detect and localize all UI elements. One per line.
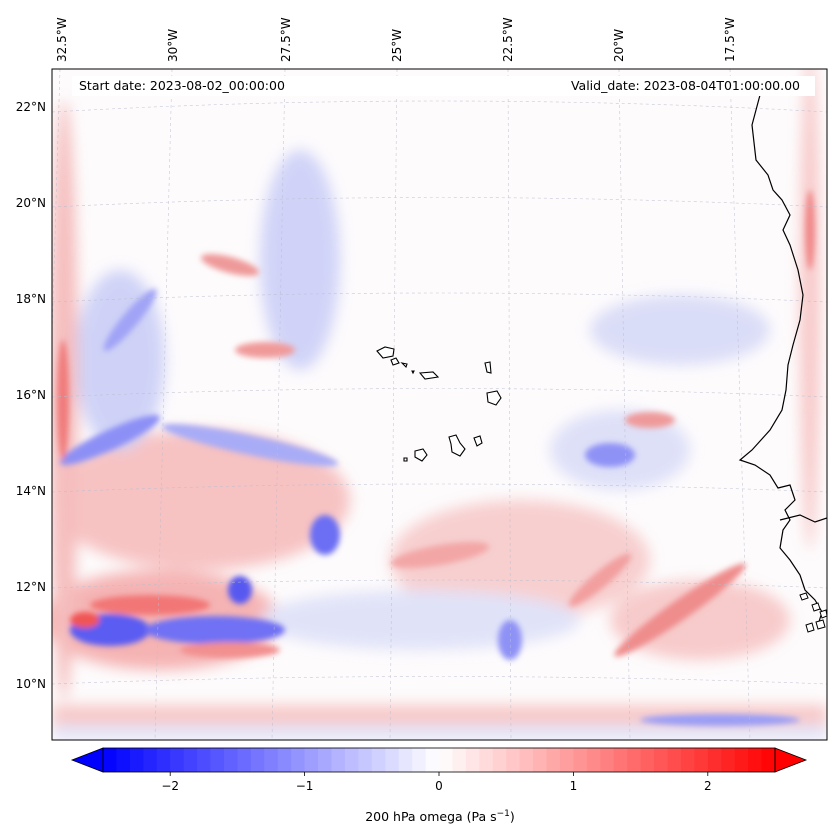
longitude-labels: 32.5°W 30°W 27.5°W 25°W 22.5°W 20°W 17.5… (55, 17, 737, 62)
colorbar-segment (734, 748, 749, 772)
colorbar-label: 200 hPa omega (Pa s−1) (365, 809, 515, 824)
lat-label: 20°N (16, 196, 46, 210)
colorbar-segment (129, 748, 144, 772)
colorbar-segment (371, 748, 386, 772)
lat-label: 18°N (16, 292, 46, 306)
colorbar-segment (707, 748, 722, 772)
colorbar-segment (277, 748, 292, 772)
colorbar-segment (694, 748, 709, 772)
colorbar-tick-label: −2 (161, 779, 179, 793)
colorbar-segment (627, 748, 642, 772)
colorbar-segment (398, 748, 413, 772)
lon-label: 30°W (166, 29, 180, 62)
colorbar-segment (318, 748, 332, 772)
colorbar-segment (385, 748, 400, 772)
colorbar-segment (761, 748, 776, 772)
colorbar-segment (304, 748, 319, 772)
colorbar-segment (667, 748, 682, 772)
lat-label: 14°N (16, 484, 46, 498)
colorbar-segment (600, 748, 615, 772)
colorbar-extend-max (774, 747, 808, 773)
colorbar-segment (331, 748, 346, 772)
colorbar-segment (291, 748, 306, 772)
omega-field (52, 69, 827, 740)
lat-label: 16°N (16, 388, 46, 402)
cape-verde-islands (376, 346, 502, 462)
colorbar-segment (748, 748, 763, 772)
colorbar-segment (183, 748, 198, 772)
colorbar-segment (519, 748, 534, 772)
colorbar-segment (116, 748, 131, 772)
colorbar-segment (425, 748, 440, 772)
colorbar-tick-label: 2 (704, 779, 712, 793)
colorbar-segment (170, 748, 185, 772)
lon-label: 20°W (612, 29, 626, 62)
colorbar-ticks: −2 −1 0 1 2 (161, 772, 712, 793)
colorbar-segment (559, 748, 574, 772)
colorbar-tick-label: −1 (296, 779, 314, 793)
lon-label: 27.5°W (279, 17, 293, 62)
colorbar-segment (358, 748, 373, 772)
graticule (52, 69, 827, 740)
bijagos-islands (799, 592, 827, 633)
coastline (738, 94, 827, 626)
colorbar-segment (264, 748, 279, 772)
lat-label: 22°N (16, 100, 46, 114)
colorbar-segment (344, 748, 359, 772)
colorbar-segment (439, 748, 453, 772)
start-date-label: Start date: 2023-08-02_00:00:00 (79, 78, 285, 93)
map-frame (51, 68, 828, 741)
colorbar-segment (586, 748, 601, 772)
colorbar-segment (197, 748, 212, 772)
colorbar-segment (412, 748, 427, 772)
colorbar: −2 −1 0 1 2 200 hPa omega (Pa s−1) (70, 747, 808, 824)
colorbar-segment (210, 748, 225, 772)
colorbar-segment (533, 748, 548, 772)
lon-label: 22.5°W (501, 17, 515, 62)
map-panel: Start date: 2023-08-02_00:00:00 Valid_da… (51, 68, 828, 741)
colorbar-segment (654, 748, 668, 772)
colorbar-segment (143, 748, 158, 772)
colorbar-segment (250, 748, 265, 772)
colorbar-segment (640, 748, 655, 772)
colorbar-segment (156, 748, 171, 772)
colorbar-segment (492, 748, 507, 772)
latitude-labels: 22°N 20°N 18°N 16°N 14°N 12°N 10°N (16, 100, 46, 691)
colorbar-segment (223, 748, 238, 772)
lon-label: 25°W (390, 29, 404, 62)
colorbar-tick-label: 1 (570, 779, 578, 793)
colorbar-segment (721, 748, 736, 772)
valid-date-label: Valid_date: 2023-08-04T01:00:00.00 (571, 78, 800, 93)
colorbar-segment (613, 748, 628, 772)
colorbar-segment (103, 748, 117, 772)
colorbar-segments (103, 748, 776, 772)
colorbar-segment (680, 748, 695, 772)
colorbar-segment (479, 748, 494, 772)
colorbar-tick-label: 0 (435, 779, 443, 793)
colorbar-segment (465, 748, 480, 772)
colorbar-segment (452, 748, 467, 772)
lon-label: 17.5°W (723, 17, 737, 62)
lon-label: 32.5°W (55, 17, 69, 62)
colorbar-segment (237, 748, 252, 772)
lat-label: 10°N (16, 677, 46, 691)
colorbar-segment (546, 748, 561, 772)
colorbar-segment (506, 748, 521, 772)
colorbar-segment (573, 748, 588, 772)
lat-label: 12°N (16, 580, 46, 594)
colorbar-extend-min (70, 747, 104, 773)
